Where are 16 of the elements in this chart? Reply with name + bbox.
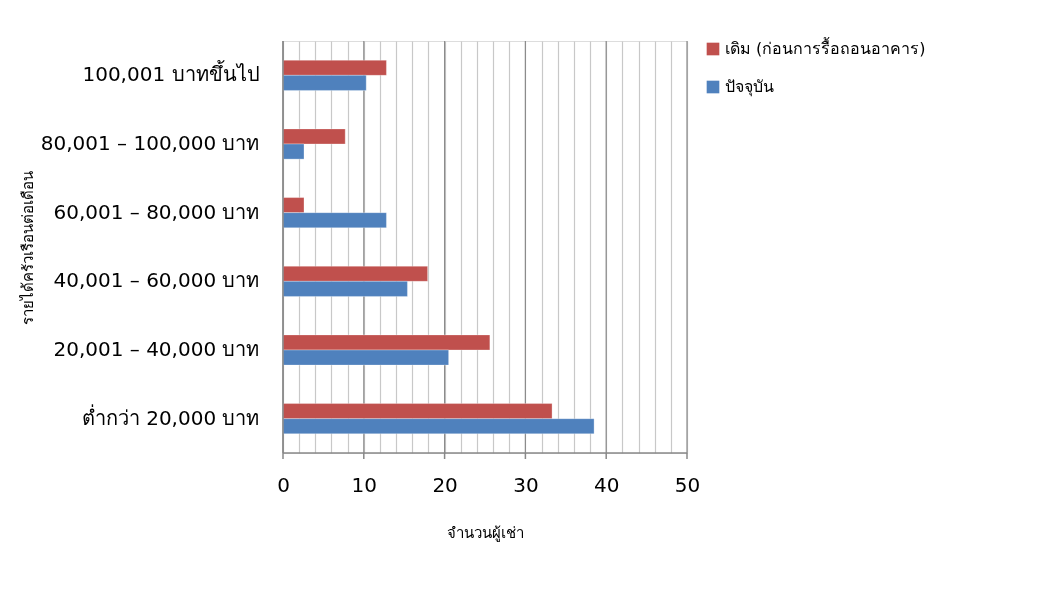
y-tick-label: 40,001 – 60,000 บาท <box>53 268 260 293</box>
y-tick-label: ต่ำกว่า 20,000 บาท <box>81 403 260 430</box>
y-tick-label: 80,001 – 100,000 บาท <box>40 131 260 155</box>
x-tick-label: 10 <box>351 472 378 497</box>
x-axis-title: จำนวนผู้เช่า <box>447 523 524 542</box>
x-tick-label: 30 <box>513 472 539 497</box>
legend-label: เดิม (ก่อนการรื้อถอนอาคาร) <box>725 37 926 58</box>
x-tick-label: 20 <box>432 472 458 497</box>
x-tick-label: 50 <box>674 472 701 497</box>
y-tick-label: 100,001 บาทขึ้นไป <box>82 60 260 87</box>
x-tick-label: 40 <box>593 472 620 497</box>
legend-label: ปัจจุบัน <box>725 77 774 97</box>
y-tick-label: 60,001 – 80,000 บาท <box>53 199 260 224</box>
y-tick-label: 20,001 – 40,000 บาท <box>53 337 260 361</box>
y-axis-title: รายได้ครัวเรือนต่อเดือน <box>18 170 37 325</box>
x-tick-label: 0 <box>277 472 290 497</box>
